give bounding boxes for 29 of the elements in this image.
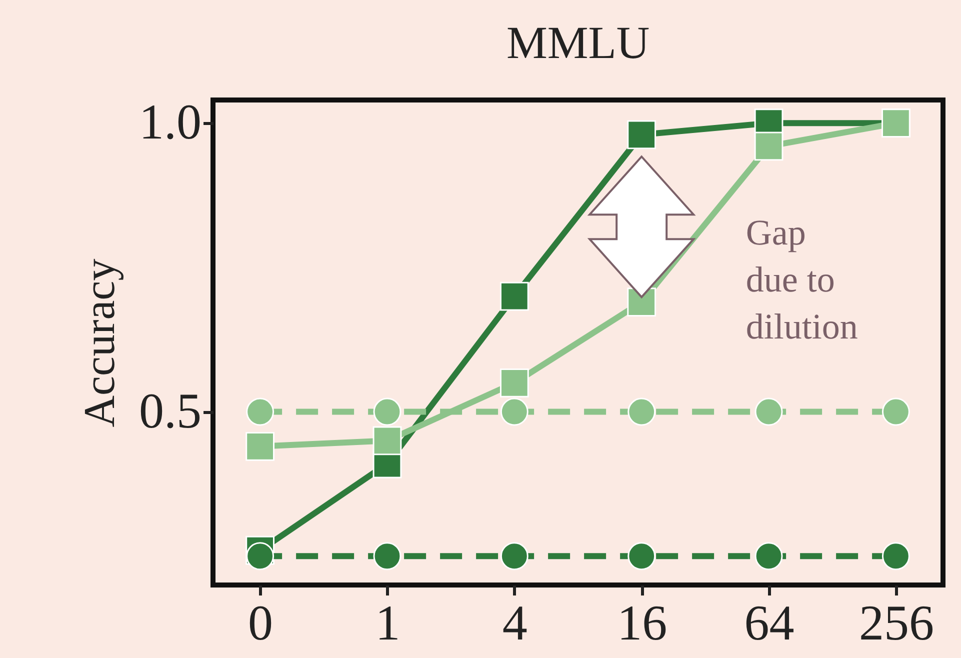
point bbox=[373, 398, 402, 426]
x-tick-label: 64 bbox=[744, 594, 794, 650]
point bbox=[500, 398, 528, 426]
point bbox=[754, 398, 783, 426]
point bbox=[754, 132, 784, 161]
point bbox=[754, 542, 783, 570]
point bbox=[246, 398, 274, 426]
point bbox=[246, 432, 274, 461]
point bbox=[882, 542, 910, 570]
chart-title: MMLU bbox=[506, 17, 650, 68]
x-tick-label: 1 bbox=[375, 594, 400, 650]
y-tick-label: 1.0 bbox=[139, 94, 202, 150]
x-tick-label: 16 bbox=[617, 594, 668, 650]
x-tick-label: 256 bbox=[858, 594, 934, 650]
point bbox=[500, 368, 529, 398]
point bbox=[500, 282, 529, 311]
point bbox=[246, 542, 274, 570]
point bbox=[627, 120, 656, 150]
point bbox=[628, 398, 656, 426]
x-tick-label: 4 bbox=[502, 594, 528, 650]
point bbox=[500, 542, 528, 570]
point bbox=[628, 542, 656, 570]
point bbox=[882, 398, 910, 426]
x-tick-label: 0 bbox=[248, 594, 274, 650]
y-tick-label: 0.5 bbox=[139, 382, 202, 438]
y-axis-title: Accuracy bbox=[75, 258, 124, 428]
annotation: Gap due to dilution bbox=[746, 212, 858, 346]
point bbox=[373, 542, 402, 570]
point bbox=[372, 426, 402, 456]
